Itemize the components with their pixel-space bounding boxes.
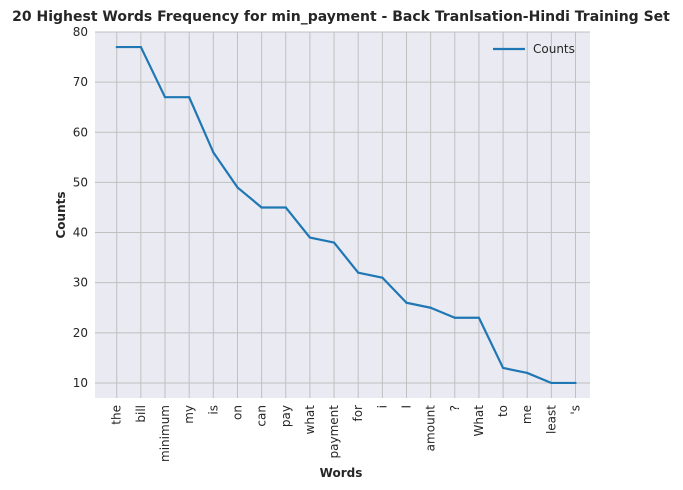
data-point-14: [453, 316, 456, 319]
data-point-4: [212, 151, 215, 154]
x-axis-ticks: the bill minimum my is on can pay what payment for…: [110, 405, 583, 462]
y-tick-label-0: 10: [73, 376, 88, 390]
x-tick-label-6: can: [255, 405, 269, 427]
data-point-8: [308, 236, 312, 239]
x-tick-label-12: I: [399, 405, 413, 409]
data-point-0: [115, 45, 118, 49]
y-tick-label-7: 80: [73, 25, 88, 39]
grid-lines: [95, 31, 590, 398]
data-point-5: [236, 186, 239, 189]
x-axis-label: Words: [320, 466, 363, 480]
legend: Counts: [493, 42, 575, 56]
x-tick-label-4: is: [206, 405, 220, 415]
series-line-0: [116, 45, 576, 385]
data-point-19: [574, 381, 577, 385]
data-point-7: [284, 206, 287, 209]
y-tick-label-6: 70: [73, 75, 88, 89]
data-point-17: [526, 371, 529, 375]
data-point-15: [477, 316, 481, 319]
data-point-13: [429, 306, 432, 309]
data-point-2: [163, 96, 167, 99]
data-point-16: [501, 366, 505, 370]
y-tick-label-1: 20: [73, 326, 88, 340]
data-point-6: [260, 206, 263, 209]
x-tick-label-13: amount: [424, 405, 438, 452]
y-tick-label-3: 40: [73, 226, 88, 240]
x-tick-label-17: me: [520, 405, 534, 424]
y-tick-label-5: 60: [73, 125, 88, 139]
x-tick-label-19: 's: [569, 405, 583, 415]
x-tick-label-11: i: [375, 405, 389, 408]
x-tick-label-5: on: [230, 405, 244, 420]
data-point-10: [357, 271, 360, 274]
data-point-3: [188, 96, 191, 99]
x-tick-label-2: minimum: [158, 405, 172, 462]
x-tick-label-18: least: [544, 405, 558, 434]
data-point-12: [405, 301, 408, 304]
x-tick-label-3: my: [182, 405, 196, 424]
y-tick-label-4: 50: [73, 175, 88, 189]
legend-label-counts: Counts: [533, 42, 575, 56]
plot-area: [95, 32, 590, 398]
chart-title: 20 Highest Words Frequency for min_payme…: [12, 9, 670, 25]
x-tick-label-10: for: [351, 405, 365, 422]
x-tick-label-14: ?: [448, 405, 462, 411]
y-axis-ticks: 10 20 30 40 50 60 70 80: [73, 25, 88, 390]
y-axis-label: Counts: [54, 191, 68, 238]
data-point-18: [550, 381, 553, 385]
data-point-11: [381, 276, 384, 279]
x-tick-label-9: payment: [327, 405, 341, 459]
x-tick-label-8: what: [303, 405, 317, 435]
x-tick-label-7: pay: [279, 405, 293, 427]
x-tick-label-0: the: [110, 405, 124, 425]
x-tick-label-1: bill: [134, 405, 148, 423]
series-group: [115, 45, 577, 385]
data-point-1: [139, 45, 142, 49]
data-point-9: [332, 241, 336, 244]
x-tick-label-16: to: [496, 405, 510, 417]
x-tick-label-15: What: [472, 405, 486, 437]
y-tick-label-2: 30: [73, 276, 88, 290]
